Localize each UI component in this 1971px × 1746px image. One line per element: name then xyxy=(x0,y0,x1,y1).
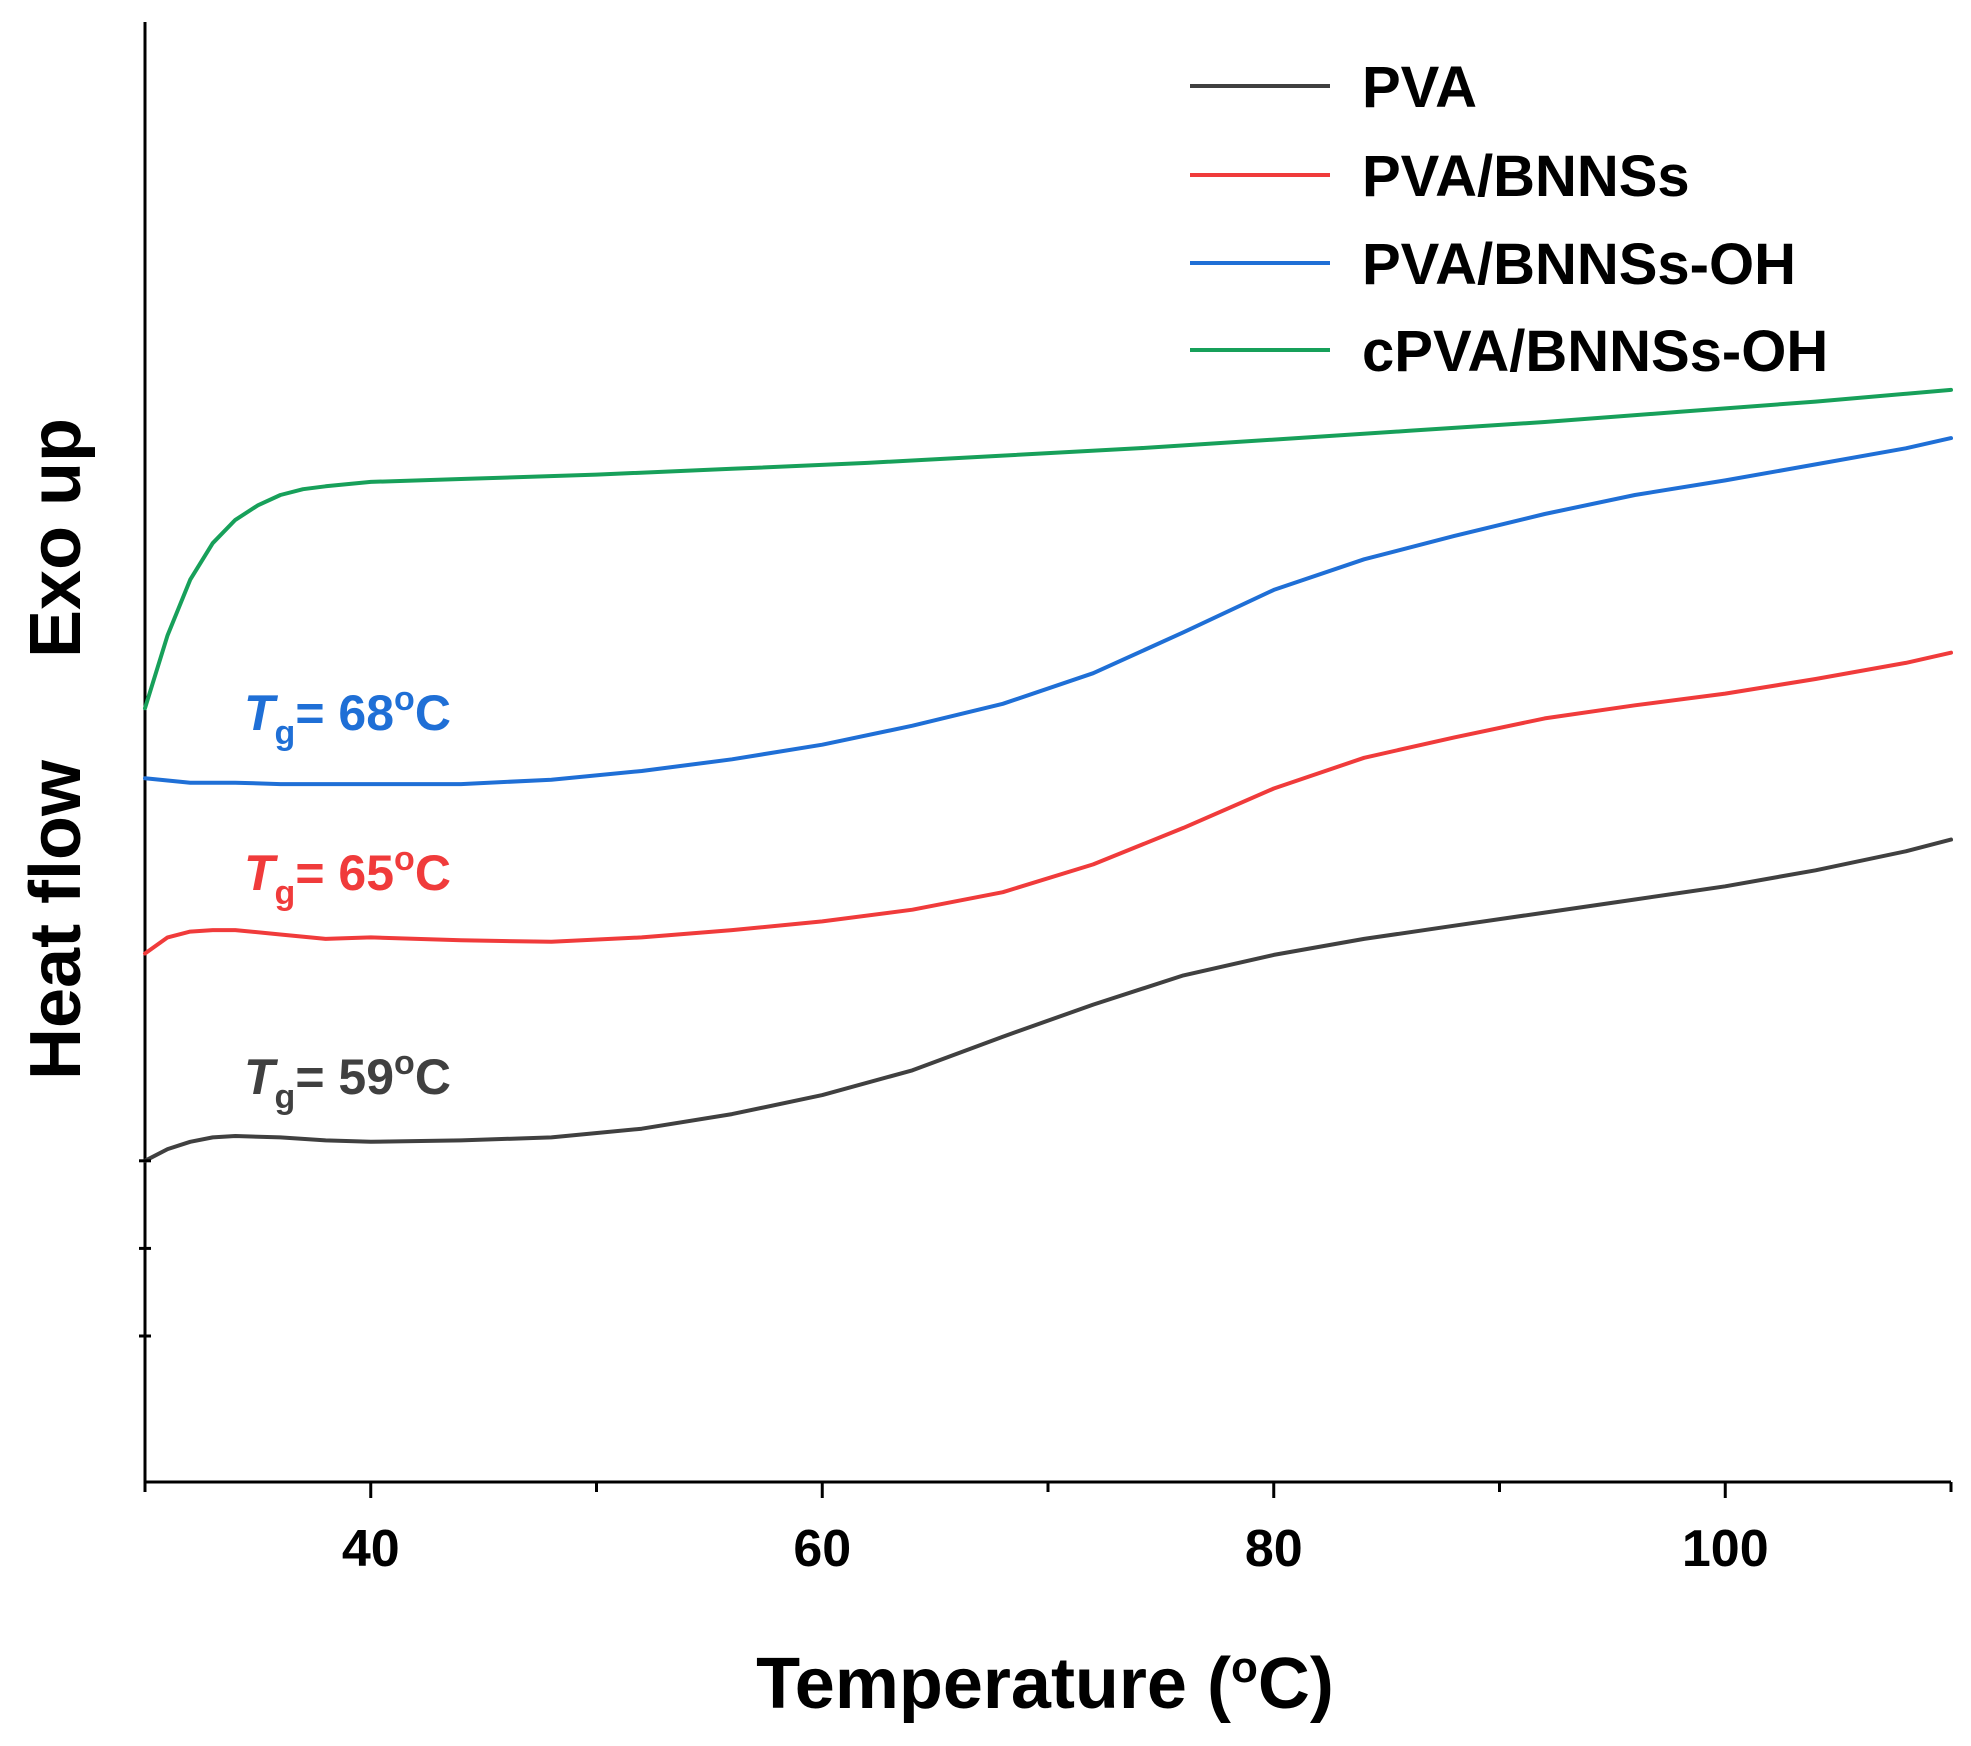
y-axis-exo-label: Exo up xyxy=(16,418,96,658)
x-tick-label: 40 xyxy=(342,1520,400,1578)
series-line-pva-bnnss xyxy=(143,650,1953,956)
legend-label-pva: PVA xyxy=(1362,55,1477,120)
series-line-pva-bnnss-oh xyxy=(143,436,1953,787)
tg-annotation-pva: Tg= 59oC xyxy=(244,1044,451,1116)
axis-ticks: 40 60 80 100 xyxy=(139,1159,1953,1578)
x-tick-label: 80 xyxy=(1245,1520,1303,1578)
tg-annotation-pva-bnnss-oh: Tg= 68oC xyxy=(244,680,451,752)
series-line-pva xyxy=(143,837,1953,1163)
series-lines xyxy=(143,387,1953,1163)
legend-label-pva-bnnss-oh: PVA/BNNSs-OH xyxy=(1362,232,1796,297)
legend: PVA PVA/BNNSs PVA/BNNSs-OH cPVA/BNNSs-OH xyxy=(1190,55,1828,384)
tg-annotation-pva-bnnss: Tg= 65oC xyxy=(244,840,451,912)
legend-label-pva-bnnss: PVA/BNNSs xyxy=(1362,144,1690,209)
series-line-cpva-bnnss-oh xyxy=(143,387,1953,711)
x-tick-label: 60 xyxy=(793,1520,851,1578)
x-axis-title: Temperature (oC) xyxy=(756,1643,1334,1724)
y-axis-title: Heat flow xyxy=(16,759,96,1080)
legend-label-cpva-bnnss-oh: cPVA/BNNSs-OH xyxy=(1362,319,1828,384)
x-tick-label: 100 xyxy=(1682,1520,1769,1578)
